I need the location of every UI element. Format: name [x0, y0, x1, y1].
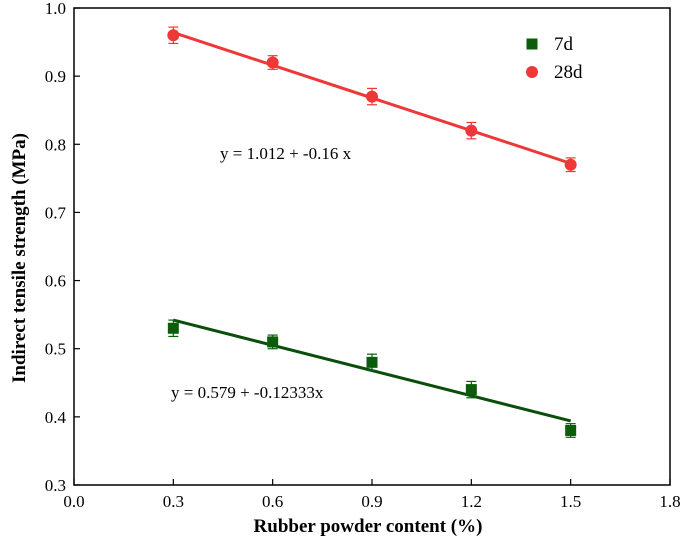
y-tick-label: 0.7 — [45, 203, 67, 222]
plot-axes: 0.0 0.3 0.6 0.9 1.2 1.5 1.80.30.40.50.60.70.80… — [45, 0, 681, 511]
x-tick-label: 0.0 — [63, 492, 84, 511]
data-point-7d — [565, 424, 577, 436]
legend-marker-7d — [526, 38, 538, 50]
y-tick-label: 0.6 — [45, 272, 66, 291]
y-axis-title: Indirect tensile strength (MPa) — [9, 133, 30, 383]
legend-label-7d: 7d — [554, 34, 574, 55]
fit-equation-7d: y = 0.579 + -0.12333x — [171, 383, 324, 402]
y-tick-label: 0.9 — [45, 67, 66, 86]
data-point-28d — [366, 90, 378, 103]
x-tick-label: 1.5 — [560, 492, 581, 511]
data-point-28d — [266, 56, 279, 69]
x-tick-label: 0.9 — [361, 492, 382, 511]
y-tick-label: 0.8 — [45, 135, 66, 154]
x-tick-label: 0.6 — [262, 492, 283, 511]
y-tick-label: 0.4 — [45, 408, 67, 427]
legend-label-28d: 28d — [554, 62, 583, 83]
data-point-28d — [465, 124, 478, 137]
data-point-7d — [366, 356, 378, 368]
data-marks — [167, 26, 577, 438]
x-tick-label: 1.2 — [461, 492, 482, 511]
data-point-7d — [267, 336, 279, 348]
x-tick-label: 0.3 — [163, 492, 184, 511]
data-point-28d — [564, 158, 577, 171]
legend-marker-28d — [526, 66, 538, 78]
x-axis-title: Rubber powder content (%) — [254, 516, 483, 537]
data-point-7d — [167, 322, 179, 334]
y-tick-label: 0.5 — [45, 340, 66, 359]
y-tick-label: 1.0 — [45, 0, 66, 18]
fit-equations: y = 0.579 + -0.12333x y = 1.012 + -0.16 x — [171, 144, 352, 402]
data-point-7d — [465, 384, 477, 396]
x-tick-label: 1.8 — [659, 492, 680, 511]
fit-equation-28d: y = 1.012 + -0.16 x — [220, 144, 352, 163]
data-point-28d — [167, 29, 180, 42]
y-tick-label: 0.3 — [45, 476, 66, 495]
